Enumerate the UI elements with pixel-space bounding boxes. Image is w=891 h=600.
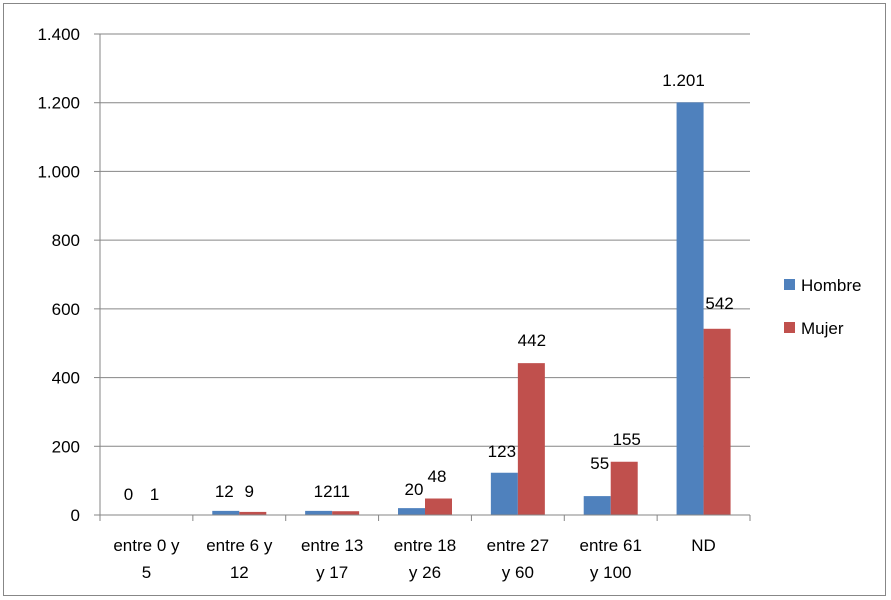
bar-hombre (212, 510, 240, 515)
y-tick-label: 0 (71, 506, 80, 525)
data-label-mujer: 442 (518, 331, 546, 350)
x-tick-label: y 100 (590, 563, 632, 582)
data-label-hombre: 1.201 (662, 71, 705, 90)
bar-hombre (305, 510, 333, 515)
x-tick-label: ND (691, 536, 716, 555)
bar-mujer (517, 363, 545, 515)
x-tick-label: y 60 (502, 563, 534, 582)
x-tick-label: entre 6 y (206, 536, 273, 555)
data-label-hombre: 12 (215, 482, 234, 501)
y-tick-label: 400 (52, 369, 80, 388)
legend-swatch-hombre (784, 279, 795, 290)
data-label-hombre: 0 (124, 485, 133, 504)
x-tick-label: y 26 (409, 563, 441, 582)
bar-mujer (332, 511, 360, 515)
x-tick-label: entre 18 (394, 536, 456, 555)
bar-mujer (239, 511, 267, 515)
data-label-mujer: 542 (705, 294, 733, 313)
x-tick-label: y 17 (316, 563, 348, 582)
gridlines (100, 33, 750, 447)
y-tick-label: 1.200 (37, 94, 80, 113)
y-tick-label: 800 (52, 231, 80, 250)
bar-hombre (490, 472, 518, 515)
data-label-hombre: 55 (590, 454, 609, 473)
y-tick-label: 600 (52, 300, 80, 319)
bar-hombre (583, 496, 611, 515)
data-label-mujer: 1 (150, 485, 159, 504)
data-label-mujer: 11 (332, 482, 350, 501)
x-tick-label: entre 27 (487, 536, 549, 555)
legend: Hombre Mujer (784, 276, 861, 338)
data-label-hombre: 123 (488, 442, 516, 461)
bar-mujer (425, 498, 452, 515)
bar-mujer (703, 328, 731, 515)
data-label-hombre: 12 (314, 482, 333, 501)
y-tick-label: 1.000 (37, 162, 80, 181)
x-tick-label: entre 13 (301, 536, 363, 555)
data-label-hombre: 20 (405, 480, 424, 499)
legend-swatch-mujer (784, 322, 795, 333)
x-tick-label: 5 (142, 563, 151, 582)
x-tick-label: entre 0 y (113, 536, 180, 555)
data-label-mujer: 48 (428, 467, 447, 486)
data-label-mujer: 155 (613, 430, 641, 449)
bar-mujer (610, 461, 638, 515)
x-tick-label: entre 61 (580, 536, 642, 555)
data-label-mujer: 9 (245, 482, 254, 501)
legend-label-hombre: Hombre (801, 276, 861, 295)
y-tick-label: 1.400 (37, 25, 80, 44)
y-tick-label: 200 (52, 437, 80, 456)
bar-hombre (398, 508, 425, 515)
bars (146, 102, 731, 515)
bar-hombre (676, 102, 704, 515)
legend-label-mujer: Mujer (801, 319, 844, 338)
x-tick-label: 12 (230, 563, 249, 582)
chart-frame (3, 3, 886, 596)
